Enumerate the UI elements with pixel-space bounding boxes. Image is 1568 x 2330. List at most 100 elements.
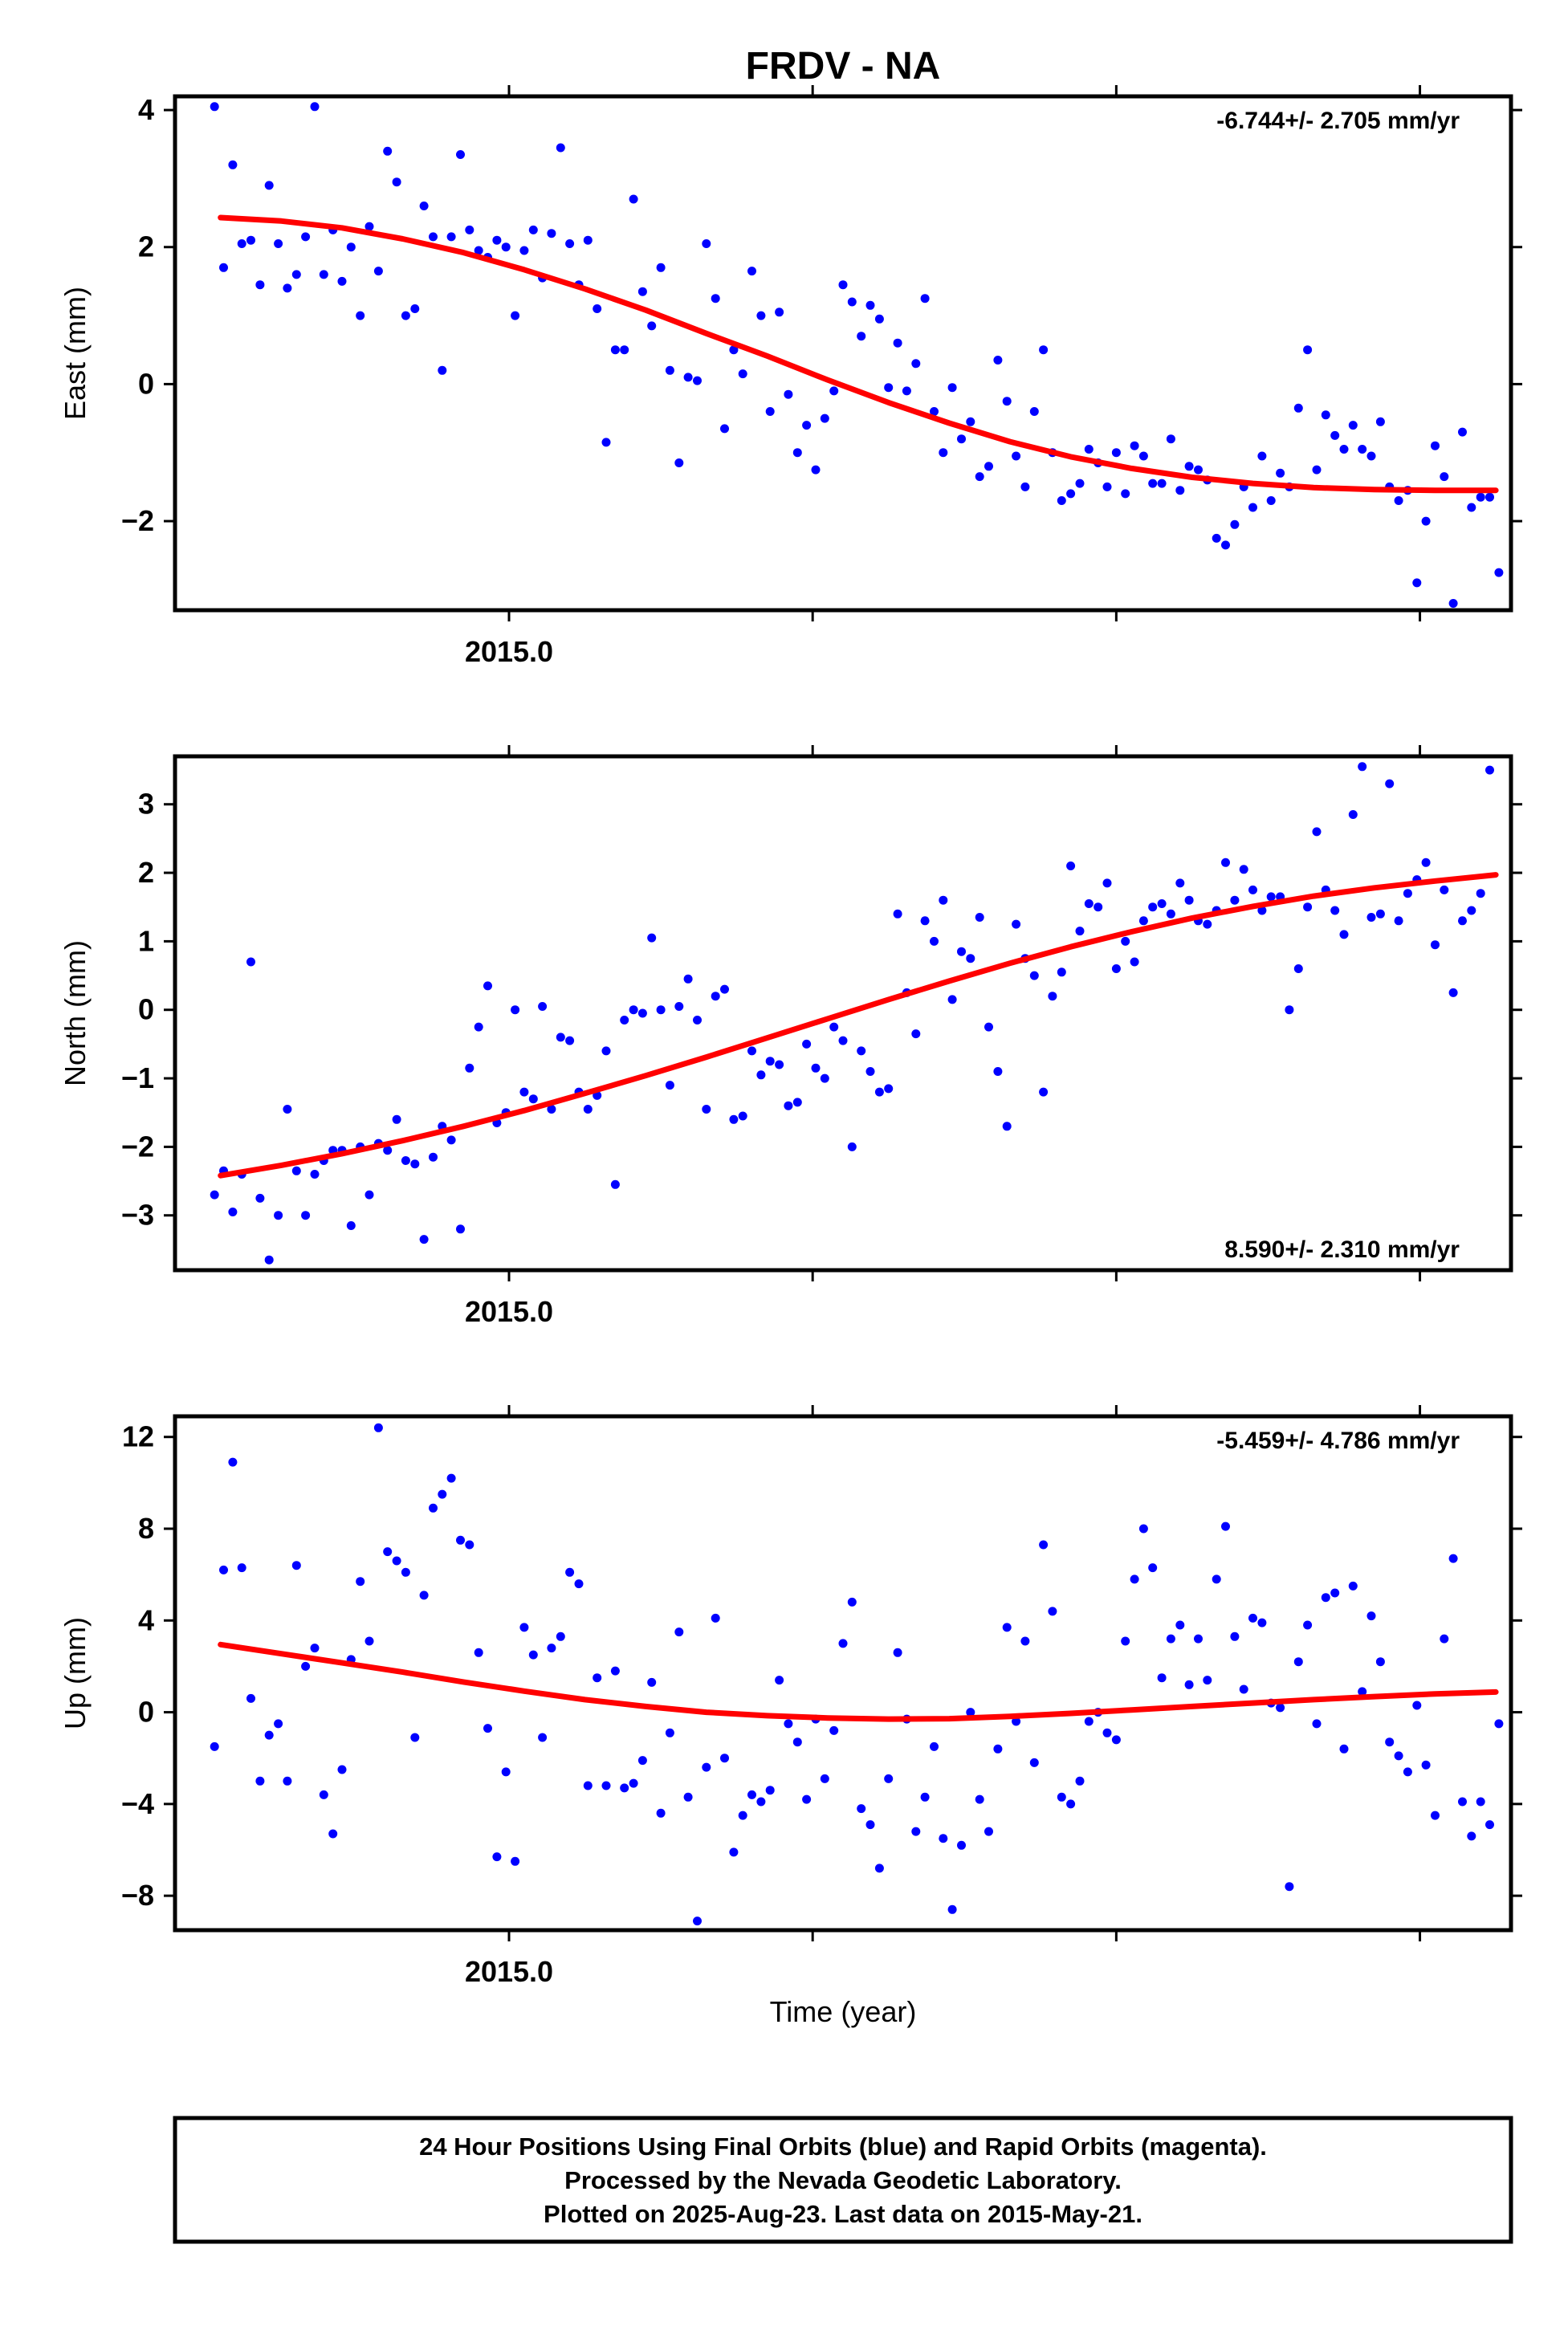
up-data-point <box>939 1834 948 1843</box>
north-data-point <box>1403 889 1412 898</box>
east-data-point <box>930 407 939 416</box>
east-data-point <box>274 239 283 248</box>
north-data-point <box>683 974 693 984</box>
east-data-point <box>1366 451 1376 461</box>
north-data-point <box>1029 971 1039 980</box>
up-data-point <box>264 1730 274 1740</box>
north-data-point <box>674 1002 684 1011</box>
north-data-point <box>930 936 939 946</box>
up-data-point <box>465 1540 474 1550</box>
east-data-point <box>446 232 456 242</box>
east-data-point <box>1157 479 1167 488</box>
up-data-point <box>711 1613 720 1623</box>
north-data-point <box>702 1105 711 1114</box>
up-y-tick-label: 0 <box>138 1696 154 1729</box>
east-data-point <box>902 386 911 396</box>
east-data-point <box>1194 465 1203 475</box>
east-data-point <box>1303 345 1313 355</box>
north-data-point <box>1440 885 1449 894</box>
up-data-point <box>1084 1717 1094 1726</box>
up-y-tick-label: 12 <box>122 1420 154 1453</box>
north-data-point <box>528 1094 538 1104</box>
north-data-point <box>1221 857 1230 867</box>
up-data-point <box>920 1792 930 1802</box>
up-data-point <box>656 1808 666 1818</box>
north-y-tick-label: 1 <box>138 924 154 957</box>
east-data-point <box>893 338 902 348</box>
north-data-point <box>920 916 930 926</box>
north-data-point <box>775 1060 784 1069</box>
up-data-point <box>356 1577 365 1587</box>
east-data-point <box>1066 489 1076 499</box>
up-data-point <box>1375 1657 1385 1667</box>
up-data-point <box>865 1820 875 1830</box>
up-data-point <box>1221 1521 1230 1531</box>
east-data-point <box>811 465 821 475</box>
north-data-point <box>829 1022 839 1032</box>
north-data-point <box>1075 927 1085 936</box>
east-data-point <box>237 239 246 248</box>
east-data-point <box>966 417 975 426</box>
east-data-point <box>1476 492 1485 502</box>
east-data-point <box>838 280 848 290</box>
up-data-point <box>693 1917 702 1926</box>
north-data-point <box>656 1005 666 1015</box>
north-data-point <box>947 995 957 1004</box>
up-y-tick-label: 4 <box>138 1603 154 1636</box>
east-data-point <box>1412 578 1422 588</box>
north-data-point <box>291 1166 301 1175</box>
east-data-point <box>401 311 410 320</box>
north-data-point <box>765 1057 775 1066</box>
east-data-point <box>228 160 238 169</box>
up-data-point <box>483 1724 492 1733</box>
north-y-tick-label: −2 <box>121 1130 154 1163</box>
up-data-point <box>1276 1703 1285 1713</box>
east-data-point <box>1276 468 1285 478</box>
north-data-point <box>1002 1122 1012 1131</box>
up-data-point <box>1440 1634 1449 1644</box>
up-data-point <box>775 1676 784 1685</box>
north-data-point <box>474 1022 483 1032</box>
up-data-point <box>1130 1574 1139 1584</box>
north-data-point <box>365 1190 374 1200</box>
up-data-point <box>784 1719 793 1729</box>
north-data-point <box>1458 916 1467 926</box>
east-data-point <box>984 462 993 471</box>
east-data-point <box>939 448 948 458</box>
up-data-point <box>1312 1719 1322 1729</box>
north-data-point <box>984 1022 993 1032</box>
north-data-point <box>401 1156 410 1165</box>
north-data-point <box>865 1067 875 1076</box>
up-data-point <box>246 1693 255 1703</box>
east-data-point <box>802 421 812 430</box>
up-data-point <box>410 1733 420 1742</box>
up-data-point <box>637 1756 647 1766</box>
up-data-point <box>1121 1636 1130 1646</box>
east-data-point <box>1293 403 1303 413</box>
up-data-point <box>328 1829 338 1839</box>
north-data-point <box>1094 902 1103 912</box>
east-data-point <box>1421 516 1431 526</box>
up-data-point <box>429 1503 438 1513</box>
north-data-point <box>547 1105 556 1114</box>
east-x-tick-label: 2015.0 <box>465 635 553 668</box>
up-data-point <box>1102 1728 1112 1737</box>
east-data-point <box>310 102 320 112</box>
east-plot-frame <box>173 94 1513 613</box>
east-data-point <box>1130 441 1139 450</box>
north-data-point <box>1476 889 1485 898</box>
up-data-point <box>1421 1760 1431 1770</box>
east-data-point <box>264 181 274 190</box>
east-data-point <box>1330 430 1340 440</box>
up-data-point <box>565 1567 575 1577</box>
up-data-point <box>1293 1657 1303 1667</box>
north-data-point <box>1385 779 1395 788</box>
up-data-point <box>373 1423 383 1432</box>
up-data-point <box>747 1790 756 1799</box>
up-data-point <box>1184 1680 1194 1689</box>
north-data-point <box>1358 762 1367 772</box>
east-data-point <box>255 280 265 290</box>
up-data-point <box>601 1781 611 1790</box>
east-data-point <box>711 294 720 303</box>
east-data-point <box>1358 445 1367 454</box>
